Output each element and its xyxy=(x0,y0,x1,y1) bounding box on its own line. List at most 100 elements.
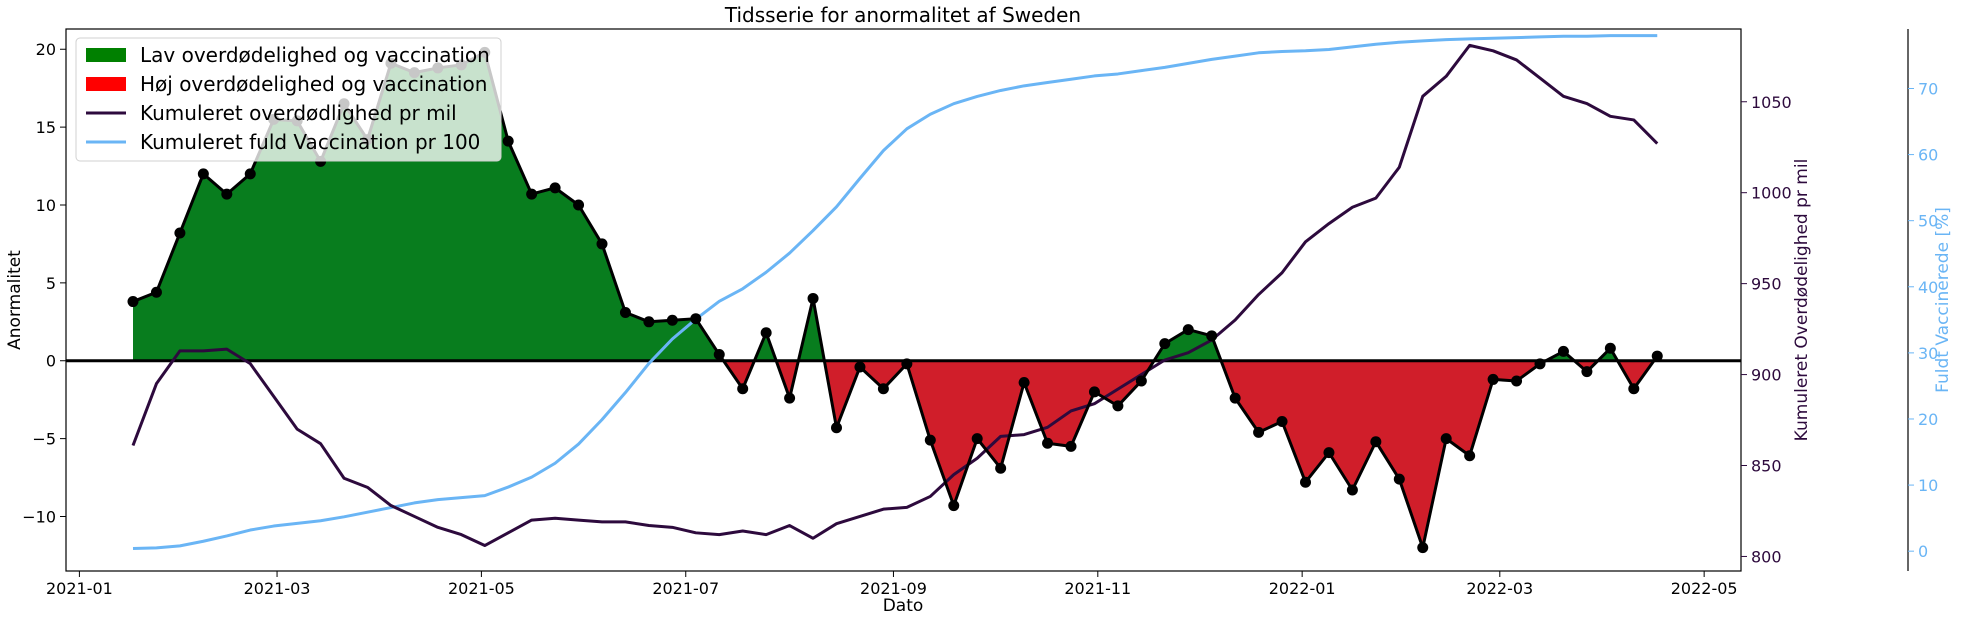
right-tick-label: 1050 xyxy=(1751,93,1792,112)
anomaly-point xyxy=(1229,392,1241,404)
anomaly-point xyxy=(1135,375,1147,387)
vaccination-line xyxy=(132,34,1658,551)
right-tick-label: 1000 xyxy=(1751,184,1792,203)
anomaly-point xyxy=(948,500,960,512)
right-tick-label: 900 xyxy=(1751,366,1782,385)
legend-label: Høj overdødelighed og vaccination xyxy=(140,72,487,96)
anomaly-point xyxy=(619,306,631,318)
anomaly-point xyxy=(244,168,256,180)
y-tick-label: −5 xyxy=(32,430,56,449)
legend-label: Kumuleret overdødlighed pr mil xyxy=(140,101,457,125)
chart-title: Tidsserie for anormalitet af Sweden xyxy=(724,3,1081,27)
anomaly-point xyxy=(1112,400,1124,412)
anomaly-point xyxy=(831,422,842,434)
anomaly-point xyxy=(690,313,702,325)
y-tick-label: 15 xyxy=(36,118,56,137)
anomaly-point xyxy=(1323,447,1335,459)
anomaly-point xyxy=(1440,433,1452,445)
anomaly-point xyxy=(197,168,209,180)
right2-tick-label: 0 xyxy=(1918,542,1928,561)
x-tick-label: 2021-11 xyxy=(1064,579,1131,598)
y-tick-label: 5 xyxy=(46,274,56,293)
anomaly-point xyxy=(1370,436,1382,448)
legend-label: Lav overdødelighed og vaccination xyxy=(140,43,490,67)
right-tick-label: 950 xyxy=(1751,275,1782,294)
legend: Lav overdødelighed og vaccination Høj ove… xyxy=(75,37,502,162)
anomaly-point xyxy=(596,238,608,250)
anomaly-point xyxy=(1253,426,1265,438)
right-axis-title-mortality: Kumuleret Overdødelighed pr mil xyxy=(1792,159,1812,442)
anomaly-point xyxy=(901,358,913,370)
legend-box xyxy=(75,37,502,162)
x-tick-label: 2021-03 xyxy=(244,579,311,598)
anomaly-point xyxy=(1651,350,1663,362)
anomaly-point xyxy=(1276,415,1288,427)
anomaly-point xyxy=(1628,383,1640,395)
right2-tick-label: 70 xyxy=(1918,79,1938,98)
right2-tick-label: 30 xyxy=(1918,344,1938,363)
anomaly-point xyxy=(666,314,678,326)
legend-swatch xyxy=(86,48,126,62)
anomaly-point xyxy=(1487,373,1499,385)
anomaly-point xyxy=(1206,330,1218,342)
anomaly-point xyxy=(1604,342,1616,354)
anomaly-point xyxy=(1182,324,1194,336)
x-tick-label: 2022-03 xyxy=(1466,579,1533,598)
anomaly-point xyxy=(1464,450,1476,462)
right-axis-title-vaccination: Fuldt Vaccinerede [%] xyxy=(1933,207,1953,393)
mortality-line xyxy=(131,43,1659,548)
anomaly-point xyxy=(221,188,233,200)
right2-tick-label: 10 xyxy=(1918,476,1938,495)
anomaly-point xyxy=(1557,345,1569,357)
anomaly-point xyxy=(877,383,889,395)
negative-anomaly-area xyxy=(723,360,1654,548)
x-tick-label: 2021-09 xyxy=(860,579,927,598)
x-tick-label: 2021-07 xyxy=(652,579,719,598)
anomaly-point xyxy=(1581,366,1593,378)
x-tick-label: 2021-01 xyxy=(46,579,113,598)
anomaly-point xyxy=(643,316,655,328)
anomaly-point xyxy=(713,349,725,361)
anomaly-point xyxy=(1534,358,1546,370)
anomaly-point xyxy=(807,292,819,304)
positive-anomaly-area xyxy=(133,52,1658,361)
y-tick-label: 10 xyxy=(36,196,56,215)
anomaly-point xyxy=(526,188,538,200)
anomaly-point xyxy=(174,227,186,239)
anomaly-point xyxy=(502,135,514,147)
anomaly-point xyxy=(760,327,772,339)
anomaly-point xyxy=(549,182,561,194)
anomaly-point xyxy=(573,199,585,211)
anomaly-point xyxy=(1511,375,1523,387)
right2-tick-label: 40 xyxy=(1918,278,1938,297)
anomaly-point xyxy=(737,383,749,395)
anomaly-point xyxy=(1393,473,1405,485)
legend-swatch xyxy=(86,77,126,91)
anomaly-point xyxy=(1018,377,1030,389)
right2-tick-label: 50 xyxy=(1918,212,1938,231)
right2-tick-label: 20 xyxy=(1918,410,1938,429)
anomaly-point xyxy=(1159,338,1171,350)
anomaly-point xyxy=(971,433,983,445)
x-tick-label: 2022-05 xyxy=(1671,579,1738,598)
y-tick-label: 0 xyxy=(46,352,56,371)
y-axis-title: Anormalitet xyxy=(5,250,25,350)
anomaly-point xyxy=(784,392,796,404)
right-tick-label: 850 xyxy=(1751,457,1782,476)
anomaly-point xyxy=(854,361,866,373)
anomaly-point xyxy=(1088,386,1100,398)
right2-tick-label: 60 xyxy=(1918,146,1938,165)
right-tick-label: 800 xyxy=(1751,547,1782,566)
anomaly-point xyxy=(150,286,162,298)
axes: 2021-01 2021-03 2021-05 2021-07 2021-09 2021-… xyxy=(22,28,1938,598)
anomaly-point xyxy=(924,434,936,446)
x-tick-label: 2021-05 xyxy=(448,579,515,598)
anomaly-point xyxy=(1417,542,1429,554)
anomaly-point xyxy=(1346,484,1358,496)
anomaly-point xyxy=(995,462,1007,474)
anomaly-point xyxy=(127,296,139,308)
x-axis-title: Dato xyxy=(883,596,924,616)
x-tick-label: 2022-01 xyxy=(1269,579,1336,598)
legend-label: Kumuleret fuld Vaccination pr 100 xyxy=(140,130,480,154)
